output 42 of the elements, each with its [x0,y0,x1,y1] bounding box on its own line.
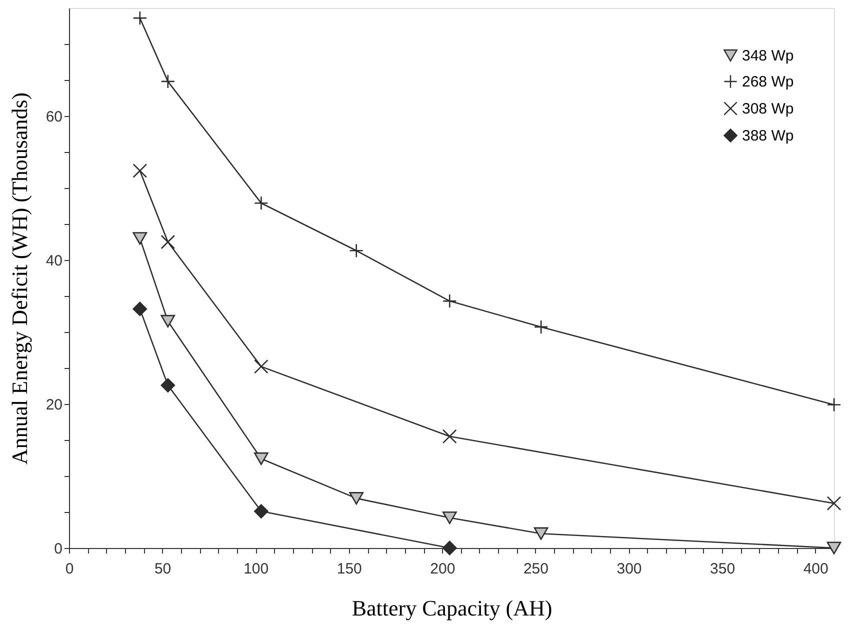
point [349,243,364,258]
y-axis-title: Annual Energy Deficit (WH) (Thousands) [6,92,32,465]
point [442,429,457,444]
point [826,398,842,412]
point [826,542,842,554]
x-tick-label: 200 [430,560,456,578]
x-tick-label: 250 [523,560,548,578]
legend-label: 388 Wp [742,128,794,144]
point [254,504,268,518]
point [442,540,457,556]
point [349,492,364,505]
x-tick-label: 350 [710,560,736,578]
x-tick-label: 150 [336,560,362,578]
point [254,196,268,210]
point [442,294,457,308]
legend-label: 308 Wp [742,100,794,118]
x-tick-label: 100 [244,560,269,578]
point [254,452,268,466]
point [826,496,842,511]
legend-label: 268 Wp [742,74,794,90]
y-tick-label: 60 [46,108,62,126]
point [534,320,548,334]
y-tick-label: 20 [46,396,62,414]
y-tick-label: 0 [54,540,62,558]
legend-label: 348 Wp [742,48,794,64]
point [160,314,176,328]
point [132,232,148,245]
point [534,527,548,540]
x-axis-title: Battery Capacity (AH) [352,596,552,620]
x-tick-label: 400 [803,560,828,578]
point [132,10,148,26]
point [132,302,148,316]
point [160,378,176,392]
point [254,359,268,374]
point [160,234,176,250]
y-tick-label: 40 [46,252,62,270]
point [442,511,457,524]
point [132,164,148,178]
x-tick-label: 0 [65,560,74,578]
point [160,74,176,89]
x-tick-label: 300 [616,560,642,578]
x-tick-label: 50 [154,560,172,578]
